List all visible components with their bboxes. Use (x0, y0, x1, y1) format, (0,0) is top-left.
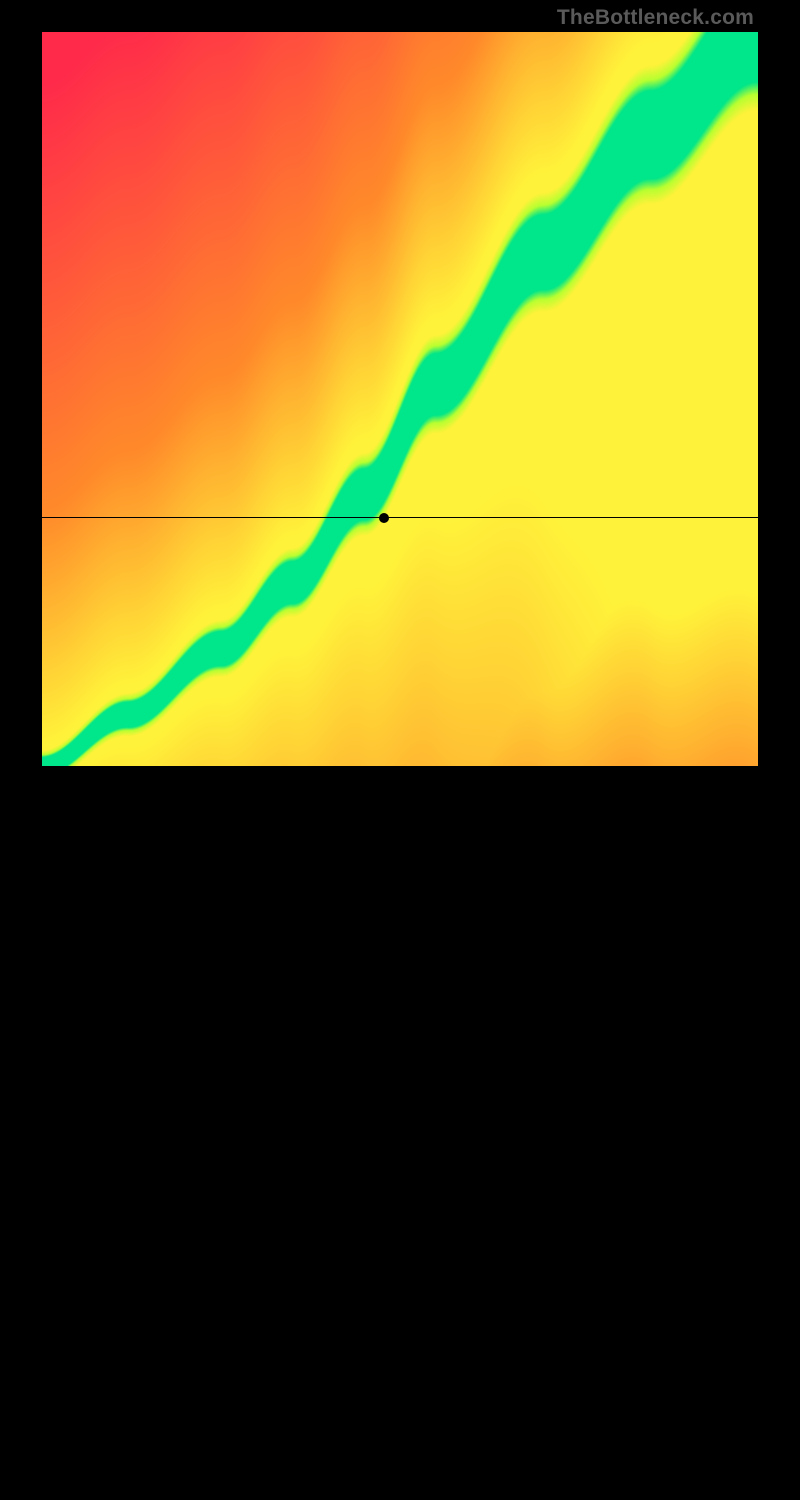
crosshair-vertical (384, 766, 385, 1500)
watermark-text: TheBottleneck.com (557, 6, 754, 30)
chart-container: { "watermark": { "text": "TheBottleneck.… (0, 0, 800, 800)
plot-area (42, 32, 758, 766)
heatmap-canvas (42, 32, 758, 766)
